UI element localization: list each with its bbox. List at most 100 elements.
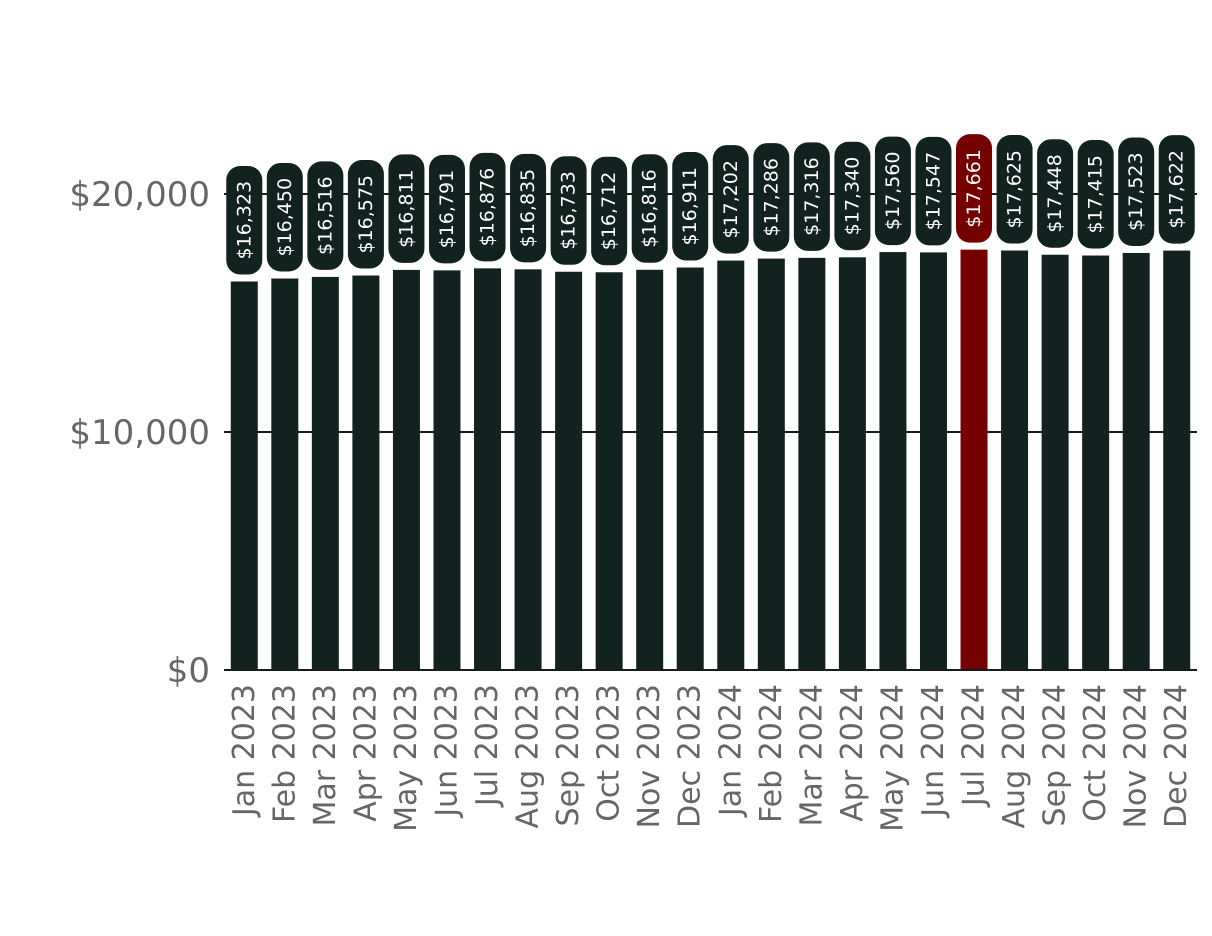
x-tick-label: Jan 2023 xyxy=(227,684,262,818)
bar xyxy=(474,268,502,670)
x-tick-label: Jul 2023 xyxy=(470,684,505,808)
data-label-box xyxy=(834,141,871,251)
data-label: $17,560 xyxy=(882,152,904,231)
data-label-box xyxy=(347,160,384,269)
bar xyxy=(960,249,988,670)
data-label-box xyxy=(226,166,263,275)
y-tick-label: $0 xyxy=(167,651,210,691)
data-label: $17,316 xyxy=(801,157,823,236)
x-tick-label: Jan 2024 xyxy=(713,684,748,818)
data-label-box xyxy=(1037,139,1074,248)
data-label-box xyxy=(956,134,993,243)
data-label: $16,516 xyxy=(314,176,336,255)
x-tick-label: Dec 2024 xyxy=(1159,684,1194,828)
data-label: $16,791 xyxy=(436,170,458,249)
x-tick-label: Mar 2023 xyxy=(308,684,343,827)
bar xyxy=(514,269,542,670)
data-label-box xyxy=(793,142,830,251)
data-label-box xyxy=(874,136,911,246)
x-tick-label: Nov 2023 xyxy=(632,684,667,828)
data-label: $16,835 xyxy=(517,169,539,248)
bar xyxy=(636,269,664,670)
data-label-box xyxy=(1118,137,1155,246)
data-label: $16,323 xyxy=(233,181,255,260)
data-label: $17,661 xyxy=(963,149,985,228)
y-axis: $0 $10,000 $20,000 xyxy=(69,175,210,691)
bar xyxy=(1001,250,1029,670)
x-tick-label: Jul 2024 xyxy=(957,684,992,808)
bar xyxy=(433,270,461,670)
data-label-box xyxy=(591,156,628,266)
bar xyxy=(879,252,907,670)
x-tick-label: Oct 2024 xyxy=(1078,684,1113,822)
data-label: $16,575 xyxy=(355,175,377,254)
bar xyxy=(392,269,420,670)
x-tick-label: Jun 2024 xyxy=(916,684,951,819)
x-tick-label: Nov 2024 xyxy=(1119,684,1154,828)
x-tick-label: Aug 2024 xyxy=(997,684,1032,828)
data-label-box xyxy=(428,154,465,264)
x-tick-label: Oct 2023 xyxy=(592,684,627,822)
data-label-box xyxy=(266,162,303,272)
bar xyxy=(1122,252,1150,670)
bar xyxy=(230,281,258,670)
data-label: $16,911 xyxy=(679,167,701,246)
data-label: $17,340 xyxy=(841,157,863,236)
x-tick-label: May 2024 xyxy=(875,684,910,832)
x-tick-label: Sep 2023 xyxy=(551,684,586,826)
x-tick-label: Apr 2023 xyxy=(348,684,383,822)
data-label: $17,286 xyxy=(760,158,782,237)
bar xyxy=(271,278,299,670)
y-tick-label: $10,000 xyxy=(69,413,210,453)
x-tick-label: Sep 2024 xyxy=(1038,684,1073,826)
bar xyxy=(717,260,745,670)
data-label: $16,450 xyxy=(274,178,296,257)
bar xyxy=(798,257,826,670)
data-label: $16,712 xyxy=(598,172,620,251)
data-label-box xyxy=(1158,135,1195,244)
data-label-box xyxy=(631,154,668,263)
bar xyxy=(1163,250,1191,670)
x-tick-label: Feb 2024 xyxy=(754,684,789,823)
data-label: $17,448 xyxy=(1044,154,1066,233)
data-label-box xyxy=(753,143,790,252)
bars xyxy=(230,249,1191,670)
data-label: $16,733 xyxy=(558,171,580,250)
data-label-box xyxy=(550,156,587,265)
x-tick-label: Mar 2024 xyxy=(794,684,829,827)
bar xyxy=(555,271,583,670)
x-tick-label: May 2023 xyxy=(389,684,424,832)
y-tick-label: $20,000 xyxy=(69,175,210,215)
bar xyxy=(757,258,785,670)
data-label-box xyxy=(307,161,344,270)
data-label: $17,625 xyxy=(1004,150,1026,229)
data-label: $17,202 xyxy=(720,160,742,239)
bar xyxy=(1041,254,1069,670)
data-label-box xyxy=(388,154,425,263)
bar xyxy=(1082,255,1110,670)
data-label: $17,622 xyxy=(1166,150,1188,229)
data-label-box xyxy=(996,135,1033,244)
bar xyxy=(919,252,947,670)
bar xyxy=(838,257,866,670)
data-label: $17,547 xyxy=(922,152,944,231)
data-label-box xyxy=(712,145,749,254)
data-label-box xyxy=(1077,140,1114,249)
data-labels: $16,323 $16,450 $16,516 $16,575 $16,811 $16,7… xyxy=(226,134,1195,275)
data-label-box xyxy=(672,152,709,261)
data-label: $17,523 xyxy=(1125,152,1147,231)
data-label-box xyxy=(510,153,547,263)
x-tick-label: Apr 2024 xyxy=(835,684,870,822)
data-label: $16,816 xyxy=(639,169,661,248)
bar xyxy=(595,272,623,670)
x-tick-label: Aug 2023 xyxy=(511,684,546,828)
bar xyxy=(311,276,339,670)
x-tick-label: Feb 2023 xyxy=(267,684,302,823)
data-label-box xyxy=(469,152,506,262)
bar xyxy=(352,275,380,670)
data-label: $16,876 xyxy=(477,168,499,247)
bar xyxy=(676,267,704,670)
data-label: $16,811 xyxy=(395,169,417,248)
data-label-box xyxy=(915,136,952,246)
x-tick-label: Dec 2023 xyxy=(673,684,708,828)
